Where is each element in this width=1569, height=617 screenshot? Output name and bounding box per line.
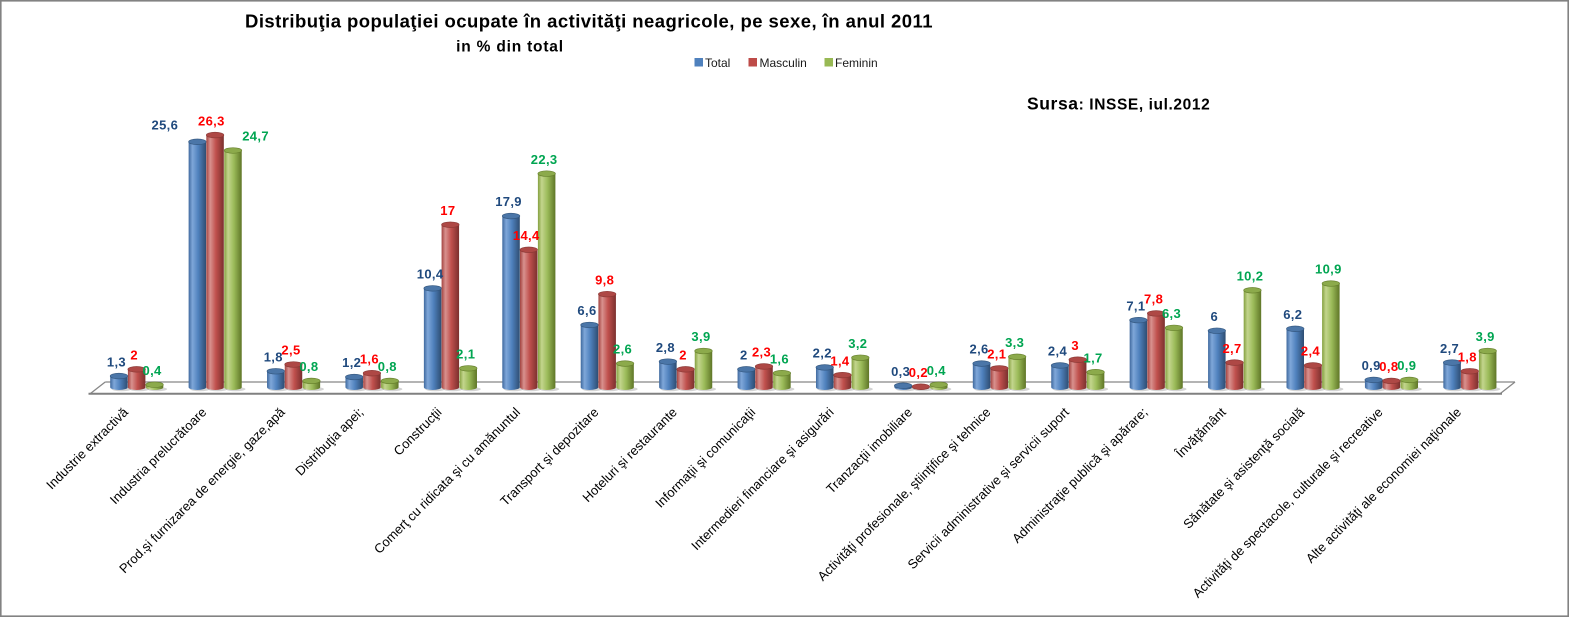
svg-text:2,4: 2,4 [1301, 344, 1321, 359]
svg-text:2: 2 [740, 348, 748, 363]
svg-text:Masculin: Masculin [760, 56, 807, 70]
svg-text:0,8: 0,8 [299, 359, 318, 374]
svg-text:10,2: 10,2 [1237, 268, 1264, 283]
svg-text:2,6: 2,6 [970, 342, 989, 357]
svg-text:24,7: 24,7 [242, 129, 269, 144]
svg-text:Sursa: INSSE, iul.2012: Sursa: INSSE, iul.2012 [1027, 94, 1210, 114]
svg-text:Feminin: Feminin [835, 56, 878, 70]
svg-text:25,6: 25,6 [152, 118, 179, 133]
svg-text:7,8: 7,8 [1144, 292, 1163, 307]
svg-text:17: 17 [440, 203, 455, 218]
svg-text:Total: Total [705, 56, 730, 70]
svg-text:17,9: 17,9 [495, 194, 522, 209]
svg-text:3,9: 3,9 [691, 329, 710, 344]
svg-text:2,3: 2,3 [752, 345, 771, 360]
svg-text:1,4: 1,4 [830, 353, 850, 368]
svg-text:3: 3 [1071, 338, 1079, 353]
svg-text:0,9: 0,9 [1362, 358, 1381, 373]
svg-text:1,8: 1,8 [1458, 349, 1477, 364]
svg-text:Distribuţia populaţiei ocupate: Distribuţia populaţiei ocupate în activi… [245, 11, 933, 32]
svg-text:0,8: 0,8 [1379, 359, 1398, 374]
svg-text:2,1: 2,1 [987, 347, 1006, 362]
svg-text:1,6: 1,6 [360, 351, 379, 366]
svg-text:10,9: 10,9 [1315, 262, 1342, 277]
svg-text:1,2: 1,2 [342, 355, 361, 370]
svg-text:6,6: 6,6 [577, 303, 596, 318]
svg-text:14,4: 14,4 [513, 228, 540, 243]
svg-text:1,6: 1,6 [770, 351, 789, 366]
svg-text:2,5: 2,5 [281, 343, 300, 358]
svg-text:1,7: 1,7 [1084, 350, 1103, 365]
svg-text:3,3: 3,3 [1005, 335, 1024, 350]
svg-text:10,4: 10,4 [417, 267, 444, 282]
svg-text:2,7: 2,7 [1222, 341, 1241, 356]
svg-text:2,4: 2,4 [1048, 344, 1068, 359]
svg-text:in % din total: in % din total [456, 39, 564, 56]
svg-text:6: 6 [1211, 309, 1219, 324]
svg-text:2,8: 2,8 [656, 340, 675, 355]
svg-text:0,8: 0,8 [378, 359, 397, 374]
svg-text:1,3: 1,3 [107, 354, 126, 369]
svg-text:0,4: 0,4 [142, 363, 162, 378]
svg-text:9,8: 9,8 [595, 272, 614, 287]
svg-text:26,3: 26,3 [198, 113, 225, 128]
svg-text:2,2: 2,2 [813, 346, 832, 361]
svg-text:0,4: 0,4 [927, 363, 947, 378]
svg-text:7,1: 7,1 [1126, 298, 1145, 313]
svg-text:2: 2 [679, 348, 687, 363]
svg-text:1,8: 1,8 [264, 349, 283, 364]
svg-text:3,9: 3,9 [1476, 329, 1495, 344]
svg-text:0,3: 0,3 [891, 364, 910, 379]
svg-text:0,2: 0,2 [909, 365, 928, 380]
svg-text:2: 2 [130, 348, 138, 363]
svg-text:6,2: 6,2 [1283, 307, 1302, 322]
svg-text:2,1: 2,1 [456, 347, 475, 362]
svg-text:6,3: 6,3 [1162, 306, 1181, 321]
svg-text:3,2: 3,2 [848, 336, 867, 351]
svg-text:2,6: 2,6 [613, 342, 632, 357]
svg-text:0,9: 0,9 [1397, 358, 1416, 373]
svg-text:22,3: 22,3 [531, 152, 558, 167]
svg-text:2,7: 2,7 [1440, 341, 1459, 356]
